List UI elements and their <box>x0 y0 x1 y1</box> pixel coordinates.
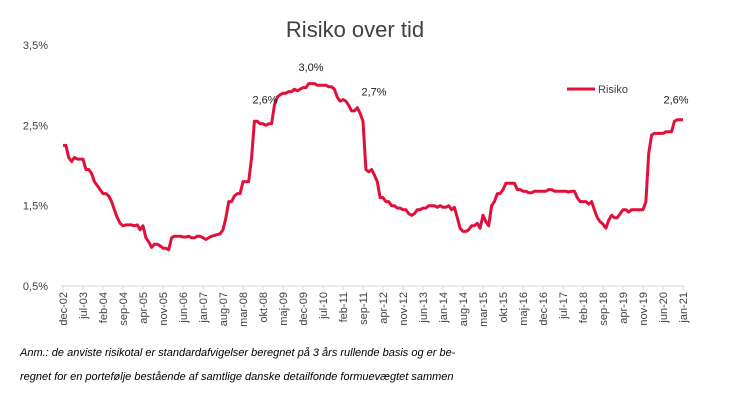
note-line: regnet for en portefølje bestående af sa… <box>20 371 454 383</box>
y-tick-label: 1,5% <box>23 201 48 213</box>
x-tick-label: sep-11 <box>358 292 370 325</box>
y-tick-label: 0,5% <box>23 281 48 293</box>
x-tick-label: mar-15 <box>478 292 490 327</box>
x-tick-label: sep-04 <box>118 292 130 326</box>
x-tick-label: jun-13 <box>418 292 430 324</box>
x-tick-label: jan-07 <box>198 292 210 324</box>
x-tick-label: apr-05 <box>138 292 150 324</box>
annotation: 2,6% <box>252 94 277 106</box>
x-tick-label: feb-04 <box>98 292 110 323</box>
x-tick-label: maj-09 <box>278 292 290 326</box>
x-tick-label: nov-19 <box>638 292 650 326</box>
y-tick-label: 2,5% <box>23 120 48 132</box>
annotation: 3,0% <box>298 62 323 74</box>
annotation: 2,7% <box>361 86 386 98</box>
x-tick-label: mar-08 <box>238 292 250 327</box>
legend-label: Risiko <box>598 84 628 96</box>
x-tick-label: apr-19 <box>618 292 630 324</box>
x-tick-label: jul-03 <box>78 292 90 320</box>
note-line: Anm.: de anviste risikotal er standardaf… <box>19 347 456 359</box>
x-tick-label: sep-18 <box>598 292 610 326</box>
annotation: 2,6% <box>663 94 688 106</box>
y-tick-label: 3,5% <box>23 40 48 52</box>
x-tick-label: dec-16 <box>538 292 550 326</box>
x-tick-label: jul-17 <box>558 292 570 320</box>
x-tick-label: okt-15 <box>498 292 510 323</box>
x-tick-label: nov-05 <box>158 292 170 326</box>
line <box>63 82 683 252</box>
x-tick-label: jun-06 <box>178 292 190 324</box>
x-tick-label: jan-14 <box>438 292 450 324</box>
x-tick-label: dec-09 <box>298 292 310 326</box>
x-tick-label: jun-20 <box>658 292 670 324</box>
x-tick-label: aug-07 <box>218 292 230 326</box>
x-tick-label: dec-02 <box>58 292 70 326</box>
x-tick-label: maj-16 <box>518 292 530 326</box>
x-tick-label: apr-12 <box>378 292 390 324</box>
x-tick-label: aug-14 <box>458 292 470 326</box>
x-tick-label: feb-11 <box>338 292 350 322</box>
chart-title: Risiko over tid <box>286 17 424 42</box>
x-tick-label: nov-12 <box>398 292 410 326</box>
x-tick-label: jul-10 <box>318 292 330 320</box>
x-tick-label: feb-18 <box>578 292 590 323</box>
x-tick-label: jan-21 <box>678 292 690 324</box>
x-tick-label: okt-08 <box>258 292 270 323</box>
